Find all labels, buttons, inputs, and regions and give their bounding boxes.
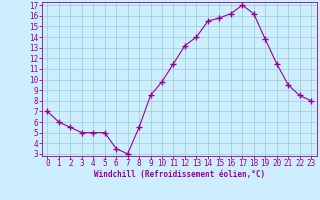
X-axis label: Windchill (Refroidissement éolien,°C): Windchill (Refroidissement éolien,°C)	[94, 170, 265, 179]
